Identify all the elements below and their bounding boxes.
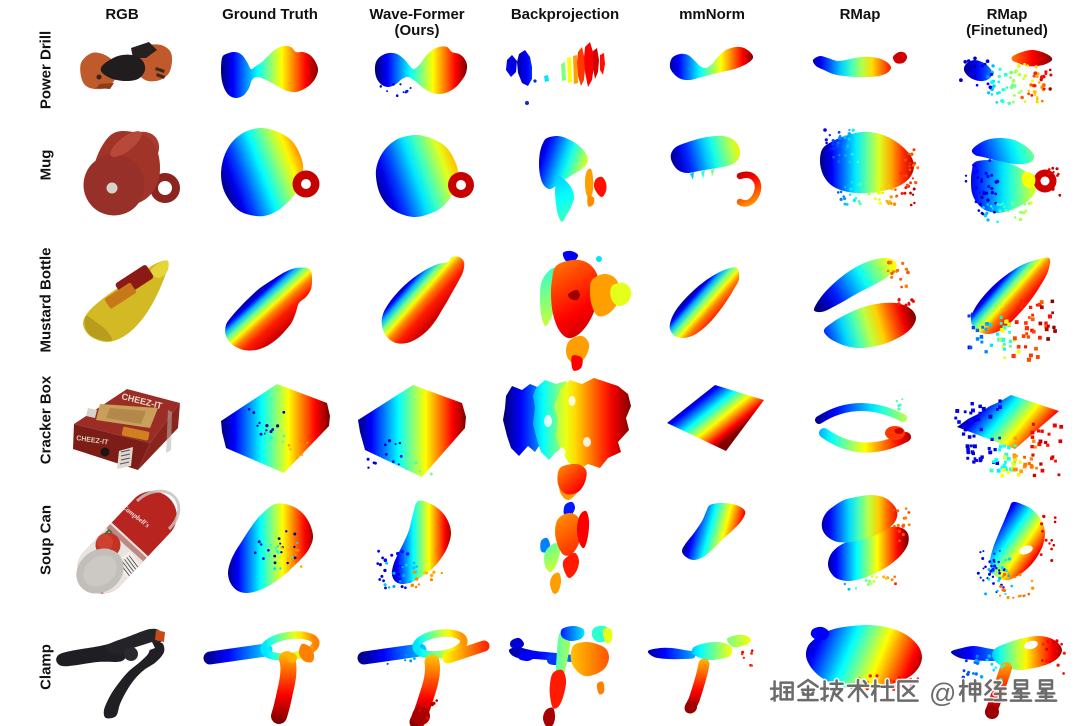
svg-text:@: @ [929,677,955,707]
svg-text:@: @ [929,678,956,708]
svg-text:CHEEZ-IT: CHEEZ-IT [76,435,110,447]
